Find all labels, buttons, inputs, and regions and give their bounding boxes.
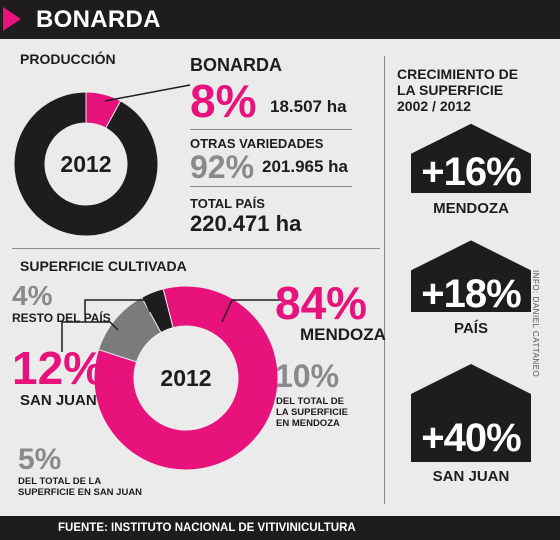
total-value: 220.471 ha: [190, 211, 302, 236]
vertical-divider: [384, 56, 385, 504]
growth-label-sanjuan: SAN JUAN: [432, 468, 510, 485]
crecimiento-title: CRECIMIENTO DE LA SUPERFICIE 2002 / 2012: [397, 66, 518, 114]
resto-pointer-line: [84, 299, 151, 315]
mendoza-label: MENDOZA: [300, 325, 386, 344]
donut1-center-label: 2012: [60, 151, 111, 177]
divider-otras: [190, 186, 352, 187]
mendoza-sub-line-3: EN MENDOZA: [276, 418, 340, 429]
credit-text: INFO: DANIEL CATTANEO: [531, 270, 540, 378]
crecimiento-title-line-3: 2002 / 2012: [397, 98, 471, 114]
crecimiento-title-line-2: LA SUPERFICIE: [397, 82, 504, 98]
growth-value-sanjuan: +40%: [421, 416, 521, 460]
header-bar: BONARDA: [0, 0, 560, 39]
donut-chart-superficie: [93, 285, 279, 471]
growth-house-mendoza: [411, 123, 531, 193]
mendoza-sub-text: DEL TOTAL DE LA SUPERFICIE EN MENDOZA: [276, 396, 348, 429]
growth-house-pa-s: [411, 240, 531, 312]
divider-bonarda: [190, 129, 352, 130]
otras-label: OTRAS VARIEDADES: [190, 136, 324, 151]
total-label: TOTAL PAÍS: [190, 196, 265, 211]
donut-slice-resto-del-pa-s: [140, 288, 174, 334]
otras-pct: 92%: [190, 149, 255, 185]
page-title: BONARDA: [36, 6, 161, 33]
crecimiento-title-line-1: CRECIMIENTO DE: [397, 66, 519, 82]
donut-slice-mendoza: [93, 285, 279, 471]
growth-value-pais: +18%: [421, 272, 521, 316]
resto-label: RESTO DEL PAÍS: [12, 311, 111, 325]
bonarda-ha: 18.507 ha: [270, 97, 347, 116]
sanjuan-sub-line-1: DEL TOTAL DE LA: [18, 476, 102, 487]
sanjuan-sub-text: DEL TOTAL DE LA SUPERFICIE EN SAN JUAN: [18, 476, 142, 498]
mendoza-sub-pct: 10%: [275, 358, 340, 394]
footer-source: FUENTE: INSTITUTO NACIONAL DE VITIVINICU…: [0, 516, 560, 540]
mendoza-sub-line-1: DEL TOTAL DE: [276, 396, 344, 407]
sanjuan-sub-line-2: SUPERFICIE EN SAN JUAN: [18, 487, 143, 498]
donut-slice-otras-variedades: [13, 91, 159, 237]
sanjuan-sub-pct: 5%: [18, 443, 62, 476]
bonarda-label: BONARDA: [190, 55, 282, 75]
growth-label-mendoza: MENDOZA: [433, 200, 509, 217]
section-divider: [12, 248, 380, 249]
superficie-title: SUPERFICIE CULTIVADA: [20, 258, 187, 274]
produccion-title: PRODUCCIÓN: [20, 51, 116, 67]
donut2-center-label: 2012: [160, 365, 211, 391]
sanjuan-label: SAN JUAN: [20, 392, 97, 409]
growth-houses: [411, 123, 531, 462]
resto-pct: 4%: [12, 280, 53, 311]
sanjuan-pct: 12%: [12, 342, 105, 394]
play-arrow-icon: [3, 7, 21, 31]
mendoza-pct: 84%: [275, 277, 368, 329]
growth-label-pais: PAÍS: [454, 320, 488, 337]
sanjuan-pointer-line: [61, 321, 119, 352]
donut-chart-produccion: [13, 91, 159, 237]
bonarda-pct: 8%: [190, 75, 257, 127]
mendoza-sub-line-2: LA SUPERFICIE: [276, 407, 348, 418]
mendoza-pointer-line: [221, 299, 280, 323]
growth-value-mendoza: +16%: [421, 150, 521, 194]
growth-house-san-juan: [411, 364, 531, 462]
otras-ha: 201.965 ha: [262, 157, 349, 176]
bonarda-pointer-line: [104, 84, 191, 102]
